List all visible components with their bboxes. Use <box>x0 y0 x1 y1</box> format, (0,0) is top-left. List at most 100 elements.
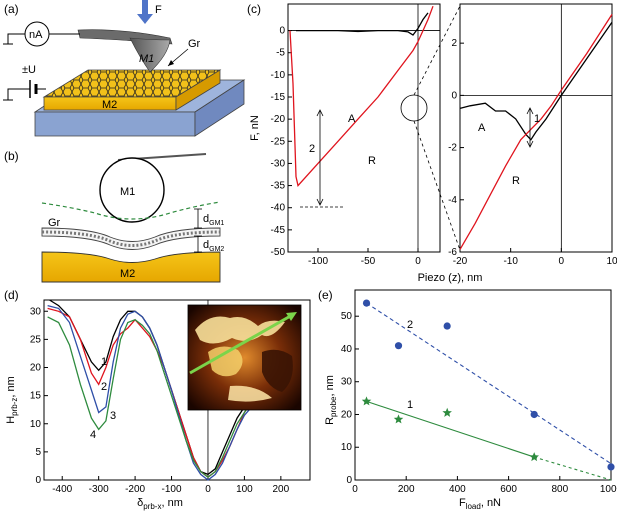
c-left-x-tick-label: 0 <box>415 256 421 267</box>
e-series-label-2: 2 <box>407 319 413 331</box>
c-left-x-tick-label: -50 <box>361 256 376 267</box>
panel-d: (d) Hprb-z, nm δprb-x, nm -400 -300 -200 -1… <box>4 288 311 511</box>
panel-d-label: (d) <box>4 288 19 302</box>
e-point-1 <box>361 396 372 406</box>
c-left-series-A <box>296 12 429 36</box>
d-label-4: 4 <box>90 429 96 441</box>
e-y-tick-label: 10 <box>341 442 353 453</box>
panel-e: (e) Rprobe, nm Fload, nN 0 200 400 600 800 10… <box>318 288 617 511</box>
c-left-y-tick-label: -10 <box>271 70 286 81</box>
panel-e-label: (e) <box>318 288 333 302</box>
e-point-2 <box>443 322 451 330</box>
c-left-series-R <box>289 5 434 187</box>
d-label-3: 3 <box>110 410 116 422</box>
e-y-tick-label: 40 <box>341 344 353 355</box>
e-point-1 <box>393 414 404 424</box>
e-frame <box>354 289 612 481</box>
panel-c: (c) F, nN Piezo (z), nm -100 -50 00-5-10-1… <box>247 2 617 284</box>
arrow-up-icon-2 <box>526 107 534 115</box>
zoom-circle <box>400 94 428 122</box>
c-left-ticks: -100 -50 0 0 -5 -10 -15 -20 -25 -30 -35 -40 -45 -50 <box>271 26 422 267</box>
c-left-y-tick-label: -30 <box>271 158 286 169</box>
e-y-tick-label: 20 <box>341 409 353 420</box>
d-ticks: -400 -300 -200 -100 0 100 200 30 25 20 15 10 5 0 <box>30 306 290 495</box>
e-y-tick-label: 50 <box>341 311 353 322</box>
d-y-tick-label: 5 <box>35 447 41 458</box>
c-left-y-tick-label: -15 <box>271 92 286 103</box>
e-plot <box>361 299 615 481</box>
substrate-front <box>34 111 196 137</box>
m2-bottom <box>41 251 221 283</box>
c-right-y-tick-label: -6 <box>448 247 457 258</box>
c-left-frame <box>287 3 441 253</box>
c-right-x-tick-label: -10 <box>503 256 518 267</box>
c-left-y-tick-label: -40 <box>271 203 286 214</box>
sphere-m1 <box>99 157 165 223</box>
c-right-series-R <box>459 14 613 250</box>
d-x-tick-label: -100 <box>162 484 182 495</box>
d1-label: dGM1 <box>203 213 224 227</box>
panel-c-label: (c) <box>247 2 261 16</box>
substrate-side <box>194 79 245 137</box>
c-right-x-tick-label: -20 <box>453 256 468 267</box>
m2-side <box>175 69 221 111</box>
arrow-up-icon <box>316 109 324 117</box>
d-curve-labels: 1 2 3 4 <box>90 356 116 441</box>
c-left-y-tick-label: 0 <box>279 26 285 37</box>
e-y-tick-label: 0 <box>346 475 352 486</box>
d-y-tick-label: 30 <box>30 306 42 317</box>
e-point-1 <box>442 407 452 417</box>
d-label-1: 1 <box>101 356 107 368</box>
c-right-marker-1: 1 <box>534 113 540 125</box>
d-x-tick-label: -200 <box>125 484 145 495</box>
c-right-frame <box>459 3 613 253</box>
d-frame <box>43 299 311 481</box>
e-point-1 <box>529 452 539 462</box>
c-xlabel: Piezo (z), nm <box>418 272 483 284</box>
panel-a-label: (a) <box>4 2 19 16</box>
c-right-x-tick-label: 0 <box>559 256 565 267</box>
d2-label: dGM2 <box>203 239 224 253</box>
ground-wire-2 <box>7 88 30 100</box>
ground-wire-1 <box>7 33 25 44</box>
d-y-tick-label: 0 <box>35 475 41 486</box>
afm-inset-image <box>187 304 302 411</box>
e-point-2 <box>607 463 615 471</box>
c-ylabel: F, nN <box>249 115 261 141</box>
c-left-y-tick-label: -35 <box>271 181 286 192</box>
c-right-curve-A: A <box>478 122 486 134</box>
arrow-down-icon <box>316 198 324 206</box>
e-fit-line-2 <box>366 302 612 465</box>
e-point-2 <box>362 299 371 307</box>
d-y-tick-label: 25 <box>30 334 42 345</box>
panel-a: (a) M2 M1 F Gr nA ±U <box>3 0 246 137</box>
c-right-y-tick-label: 0 <box>451 90 457 101</box>
scan-line <box>189 312 295 375</box>
e-x-tick-label: 800 <box>551 484 568 495</box>
c-right-plot <box>459 4 613 252</box>
d-y-tick-label: 10 <box>30 419 42 430</box>
graphene-label-a: Gr <box>188 38 201 50</box>
c-right-y-tick-label: -2 <box>448 143 457 154</box>
arrow-down-icon-2 <box>526 140 534 148</box>
e-x-tick-label: 600 <box>500 484 517 495</box>
zoom-connector-bottom <box>413 120 461 251</box>
e-point-2 <box>530 410 538 419</box>
c-right-curve-R: R <box>512 175 520 187</box>
e-y-tick-label: 30 <box>341 377 353 388</box>
e-x-tick-label: 200 <box>398 484 415 495</box>
graphene-label-b: Gr <box>48 217 61 229</box>
e-x-tick-label: 0 <box>352 484 358 495</box>
c-left-marker-2: 2 <box>309 143 315 155</box>
d-plot <box>47 299 253 481</box>
d-x-tick-label: -300 <box>89 484 109 495</box>
e-ylabel: Rprobe, nm <box>324 375 338 425</box>
c-left-plot <box>288 4 440 252</box>
probe-tip <box>129 37 171 73</box>
panel-b: (b) M1 Gr M2 dGM1 dGM2 <box>4 149 224 283</box>
d-y-tick-label: 20 <box>30 363 42 374</box>
d-series-4 <box>47 316 253 479</box>
